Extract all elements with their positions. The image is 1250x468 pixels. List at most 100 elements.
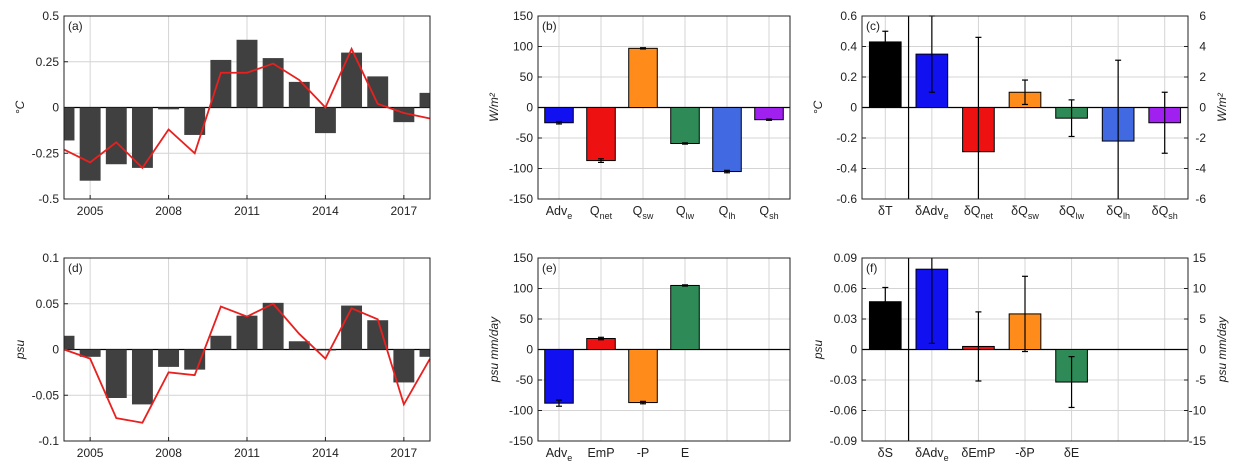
- bar: [131, 107, 153, 168]
- x-category-label: Adve: [546, 204, 573, 221]
- right-tick-label: 15: [1193, 251, 1207, 265]
- panel-c: -0.6 -0.4 -0.2 0 0.2 0.4 0.6 -6 -4 -2 0 2 4 6 W/m² °C (c…: [811, 9, 1229, 221]
- x-tick-label: 2011: [234, 204, 260, 218]
- y-tick-label: 100: [513, 40, 533, 54]
- bar: [670, 107, 700, 144]
- y-axis-label: W/m²: [487, 92, 501, 122]
- y-tick-label: -0.03: [830, 373, 858, 387]
- plot-frame: [63, 257, 431, 442]
- y-tick-label: -0.06: [830, 404, 858, 418]
- panel-a: 2005 2008 2011 2014 2017 -0.5 -0.25 0 0.25 0.5 °C (…: [13, 9, 431, 218]
- category-subscript: e: [944, 211, 949, 221]
- x-tick-label: 2005: [77, 446, 104, 460]
- bar: [64, 107, 75, 141]
- category-base: δT: [878, 204, 893, 218]
- y-tick-label: 0.03: [834, 312, 858, 326]
- right-tick-label: 10: [1193, 282, 1207, 296]
- category-subscript: e: [567, 211, 572, 221]
- plot-frame: [63, 15, 431, 200]
- category-base: δEmP: [961, 446, 995, 460]
- y-axis-label: psu: [811, 340, 825, 361]
- right-tick-label: -6: [1195, 192, 1206, 206]
- bar: [367, 320, 389, 350]
- right-tick-label: 5: [1199, 312, 1206, 326]
- category-base: -δP: [1015, 446, 1034, 460]
- category-base: δQ: [1152, 204, 1169, 218]
- x-tick-label: 2017: [391, 446, 418, 460]
- y-tick-label: -0.6: [836, 192, 857, 206]
- y-tick-label: 50: [520, 312, 534, 326]
- bar: [628, 47, 658, 108]
- category-subscript: lh: [728, 211, 735, 221]
- y-tick-label: -0.25: [32, 146, 60, 160]
- bar: [210, 59, 232, 108]
- category-base: Adv: [546, 204, 568, 218]
- x-category-label: Qlw: [676, 204, 695, 221]
- x-category-label: δQsh: [1152, 204, 1178, 221]
- category-base: δQ: [1106, 204, 1123, 218]
- y-tick-label: -0.5: [38, 192, 59, 206]
- plot-frame: [861, 257, 1189, 442]
- category-base: Q: [759, 204, 769, 218]
- category-base: Q: [676, 204, 686, 218]
- x-tick-label: 2008: [155, 446, 182, 460]
- y-tick-label: -0.1: [38, 434, 59, 448]
- panel-label: (e): [542, 261, 557, 275]
- x-tick-label: 2014: [312, 204, 339, 218]
- right-tick-label: 0: [1199, 101, 1206, 115]
- y-tick-label: -0.05: [32, 388, 60, 402]
- y-tick-label: 0.25: [36, 55, 60, 69]
- y-axis-label: °C: [811, 100, 825, 114]
- bar: [341, 52, 363, 108]
- bar: [393, 349, 415, 383]
- y-tick-label: 0.06: [834, 282, 858, 296]
- bar: [79, 107, 101, 181]
- y-tick-label: 0.09: [834, 251, 858, 265]
- x-tick-label: 2011: [234, 446, 260, 460]
- category-subscript: lw: [686, 211, 695, 221]
- bar: [712, 107, 742, 173]
- x-category-label: Qlh: [719, 204, 736, 221]
- x-category-label: δQsw: [1011, 204, 1039, 221]
- bar: [158, 349, 180, 367]
- bar: [628, 349, 658, 404]
- x-category-label: Qsw: [633, 204, 654, 221]
- y-axis-label-right: psu mm/day: [1215, 316, 1229, 383]
- category-base: -P: [637, 446, 650, 460]
- bar: [236, 39, 258, 108]
- y-tick-label: 0.1: [42, 251, 59, 265]
- y-tick-label: 0.4: [840, 40, 857, 54]
- bar: [64, 335, 75, 350]
- y-tick-label: 0.05: [36, 297, 60, 311]
- right-tick-label: 6: [1199, 9, 1206, 23]
- y-tick-label: 0: [850, 343, 857, 357]
- x-category-label: δS: [878, 446, 893, 460]
- y-tick-label: -150: [509, 434, 533, 448]
- bar: [419, 349, 430, 357]
- bar: [586, 107, 616, 162]
- bar: [79, 349, 101, 357]
- category-base: δS: [878, 446, 893, 460]
- bar: [314, 107, 336, 134]
- x-category-label: δQlw: [1059, 204, 1085, 221]
- panel-label: (d): [68, 261, 83, 275]
- red-series-line: [63, 46, 431, 170]
- y-tick-label: -0.2: [836, 131, 857, 145]
- bar: [184, 349, 206, 370]
- bar: [288, 81, 310, 108]
- right-tick-label: 2: [1199, 70, 1206, 84]
- right-tick-label: -2: [1195, 131, 1206, 145]
- x-category-label: δQlh: [1106, 204, 1130, 221]
- bar: [754, 107, 784, 121]
- x-tick-label: 2017: [391, 204, 418, 218]
- y-tick-label: 0: [526, 343, 533, 357]
- y-tick-label: 0: [52, 101, 59, 115]
- y-axis-label: psu mm/day: [487, 316, 501, 383]
- y-tick-label: -0.4: [836, 162, 857, 176]
- y-tick-label: 150: [513, 9, 533, 23]
- category-base: δQ: [964, 204, 981, 218]
- category-base: Q: [633, 204, 643, 218]
- panel-f: -0.09 -0.06 -0.03 0 0.03 0.06 0.09 -15 -10 -5 0 5 10…: [811, 251, 1229, 463]
